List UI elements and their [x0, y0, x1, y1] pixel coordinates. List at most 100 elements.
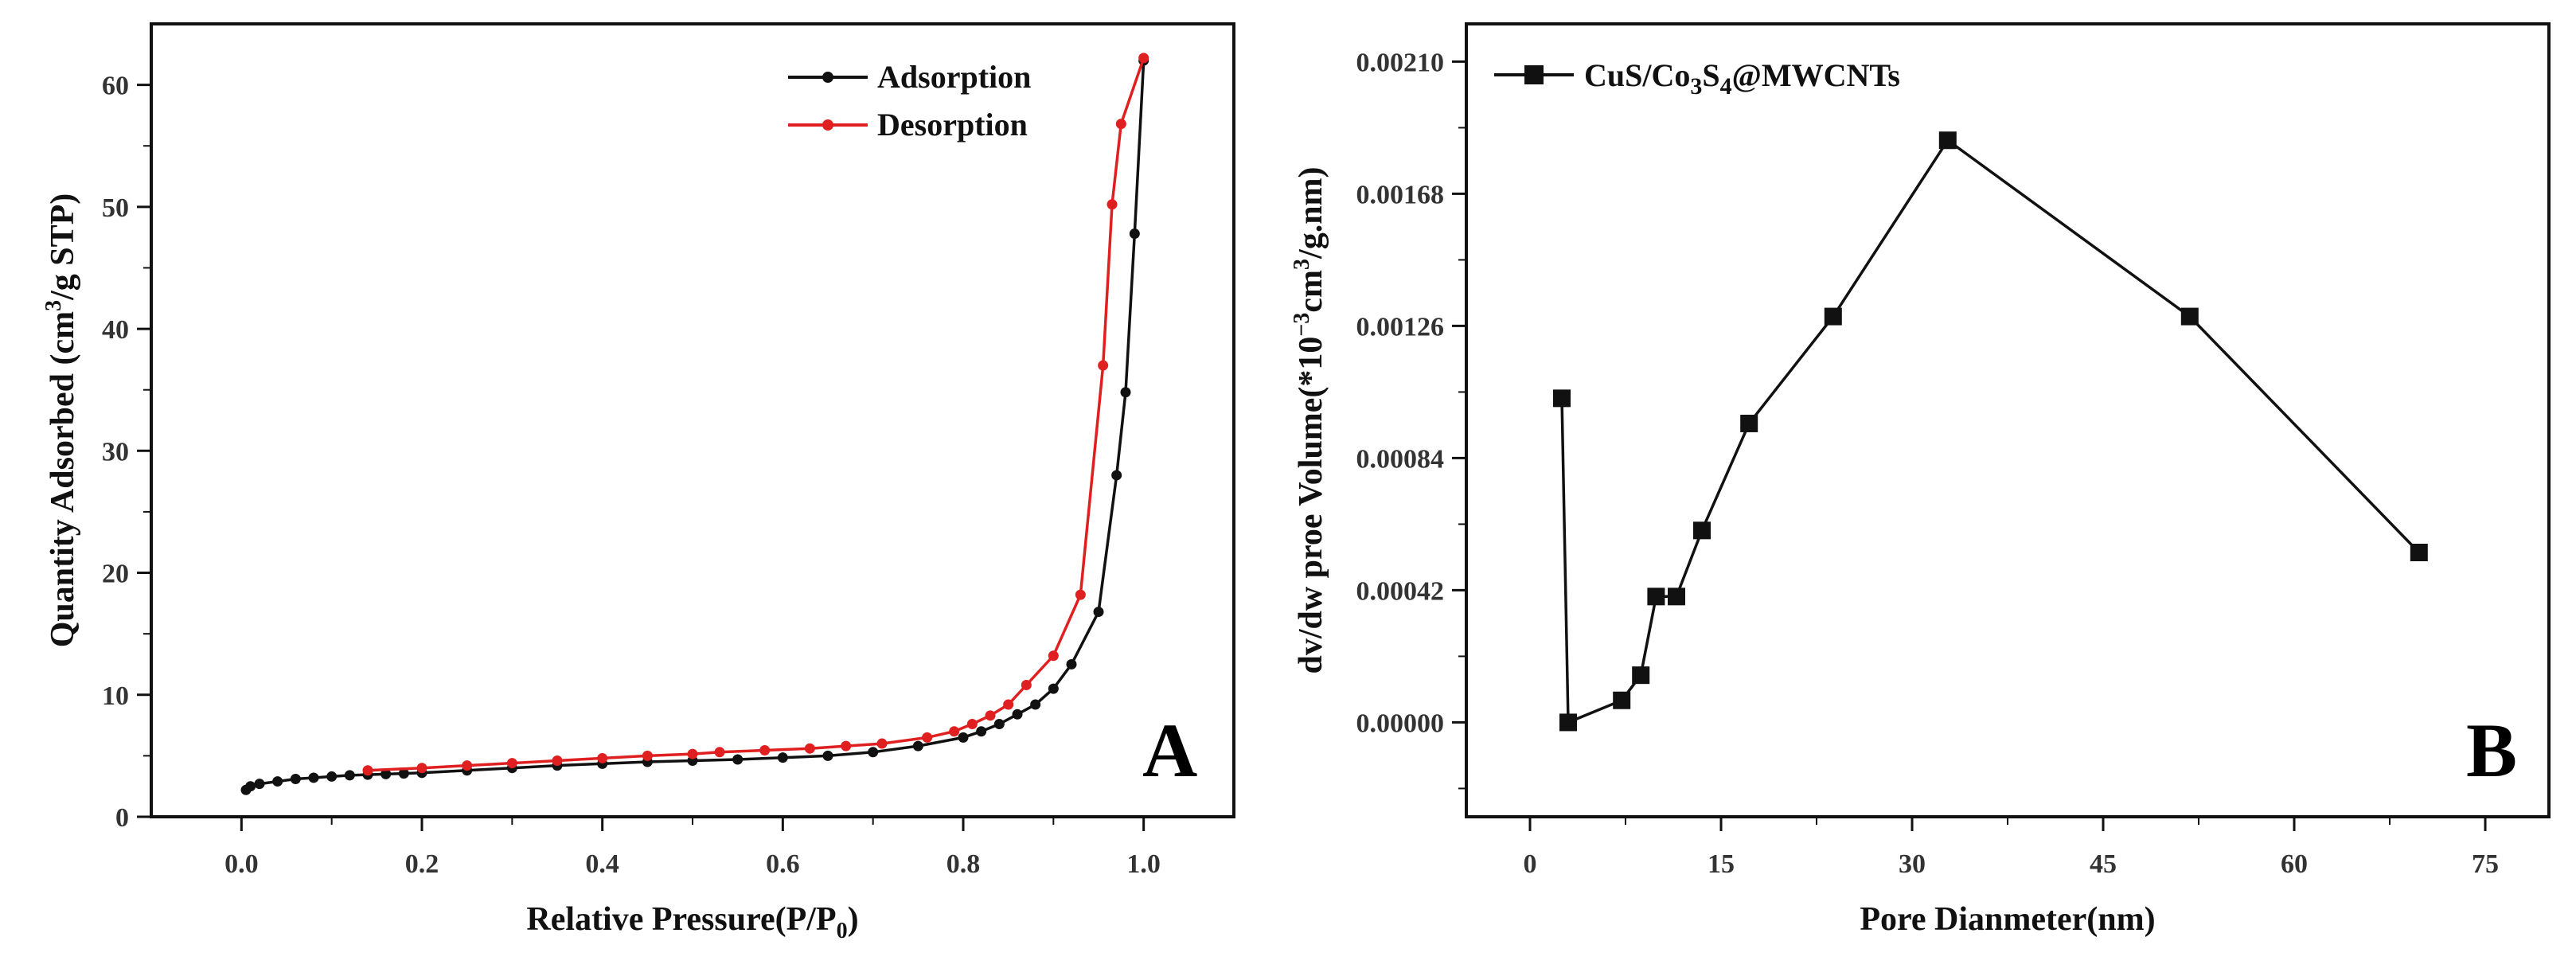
panel-b-series	[1553, 131, 2428, 732]
data-point	[912, 740, 923, 752]
series-line-adsorption	[244, 60, 1146, 791]
data-point	[597, 752, 608, 763]
data-point	[1093, 607, 1104, 618]
legend-desorption-label: Desorption	[877, 107, 1028, 142]
data-point	[1003, 699, 1014, 710]
legend-adsorption-label: Adsorption	[877, 59, 1031, 95]
data-point	[1824, 307, 1842, 326]
data-point	[777, 752, 788, 763]
panel-a-series	[240, 53, 1149, 795]
data-point	[1066, 658, 1077, 670]
x-tick-label: 0.6	[766, 849, 800, 879]
data-point	[1048, 683, 1059, 694]
x-tick-label: 0.0	[224, 849, 259, 879]
data-point	[714, 747, 725, 758]
data-point	[506, 758, 517, 769]
data-point	[687, 748, 698, 759]
x-tick-label: 45	[2090, 849, 2117, 879]
y-tick-label: 30	[102, 437, 129, 467]
data-point	[922, 732, 933, 743]
series-line-cus-co3s4-mwcnts	[1560, 138, 2421, 724]
y-tick-label: 0	[115, 803, 129, 833]
legend-adsorption-marker	[822, 72, 833, 83]
data-point	[985, 710, 996, 721]
y-tick-label: 0.00000	[1356, 709, 1445, 738]
data-point	[1138, 53, 1149, 64]
panel-a-legend: Adsorption Desorption	[788, 59, 1031, 142]
x-tick-label: 0.4	[585, 849, 619, 879]
data-point	[362, 765, 373, 776]
data-point	[1553, 389, 1571, 408]
panel-a: 0.0 0.2 0.4 0.6 0.8 1.0 0 10 20 30 40 50 60 Adsorpti…	[41, 22, 1235, 943]
y-tick-label: 0.00210	[1356, 48, 1445, 77]
data-point	[1613, 691, 1631, 709]
data-point	[254, 779, 265, 790]
data-point	[958, 732, 969, 743]
series-line-desorption	[367, 57, 1146, 772]
x-tick-label: 60	[2281, 849, 2308, 879]
data-point	[993, 719, 1005, 730]
panel-a-y-title: Quantity Adsorbed (cm3/g STP)	[41, 193, 81, 648]
data-point	[868, 747, 879, 758]
x-tick-label: 0.8	[946, 849, 981, 879]
data-point	[2410, 544, 2428, 561]
legend-desorption-marker	[822, 119, 833, 131]
data-point	[1668, 588, 1685, 606]
data-point	[245, 781, 256, 792]
y-tick-label: 0.00168	[1356, 180, 1445, 209]
data-point	[1938, 131, 1957, 150]
data-point	[308, 772, 319, 783]
y-tick-label: 0.00042	[1356, 576, 1445, 606]
data-point	[804, 743, 815, 754]
x-tick-label: 15	[1708, 849, 1735, 879]
panel-b-letter: B	[2466, 708, 2517, 793]
panel-b-legend: CuS/Co3S4@MWCNTs	[1494, 57, 1900, 100]
data-point	[416, 763, 427, 774]
data-point	[381, 768, 392, 779]
x-tick-label: 30	[1899, 849, 1926, 879]
data-point	[1048, 650, 1059, 662]
data-point	[1107, 199, 1118, 210]
x-tick-label: 75	[2472, 849, 2499, 879]
data-point	[398, 768, 409, 779]
panel-b-y-title: dv/dw proe Volume(*10−3cm3/g.nm)	[1290, 166, 1329, 673]
y-tick-label: 50	[102, 193, 129, 223]
panel-a-x-title: Relative Pressure(P/P0)	[526, 901, 858, 943]
data-point	[1030, 699, 1041, 710]
legend-cus-marker	[1524, 65, 1544, 84]
data-point	[732, 754, 744, 765]
data-point	[1632, 666, 1650, 685]
data-point	[1111, 470, 1122, 481]
data-point	[290, 773, 301, 784]
data-point	[1693, 521, 1711, 540]
data-point	[876, 738, 888, 749]
data-point	[976, 726, 987, 737]
panel-a-axes: 0.0 0.2 0.4 0.6 0.8 1.0 0 10 20 30 40 50 60	[102, 72, 1161, 879]
legend-cus-label: CuS/Co3S4@MWCNTs	[1584, 57, 1900, 100]
data-point	[1647, 588, 1665, 606]
data-point	[822, 750, 833, 761]
x-tick-label: 1.0	[1126, 849, 1161, 879]
data-point	[1075, 589, 1086, 600]
y-tick-label: 60	[102, 72, 129, 101]
data-point	[1098, 360, 1109, 371]
data-point	[1115, 119, 1126, 130]
data-point	[1120, 387, 1131, 398]
data-point	[552, 755, 563, 767]
data-point	[462, 760, 473, 771]
panel-b: 0 15 30 45 60 75 0.00000 0.00042 0.00084 0.00126 0…	[1290, 22, 2551, 938]
data-point	[1021, 680, 1032, 691]
data-point	[759, 744, 771, 755]
panel-a-letter: A	[1142, 708, 1197, 793]
data-point	[966, 719, 978, 730]
y-tick-label: 0.00126	[1356, 312, 1445, 342]
data-point	[1559, 713, 1577, 732]
data-point	[326, 771, 338, 782]
data-point	[949, 726, 960, 737]
data-point	[1012, 709, 1023, 720]
data-point	[1129, 228, 1140, 240]
x-tick-label: 0.2	[405, 849, 439, 879]
data-point	[841, 740, 852, 752]
panel-b-axes: 0 15 30 45 60 75 0.00000 0.00042 0.00084 0.00126 0…	[1356, 48, 2500, 879]
